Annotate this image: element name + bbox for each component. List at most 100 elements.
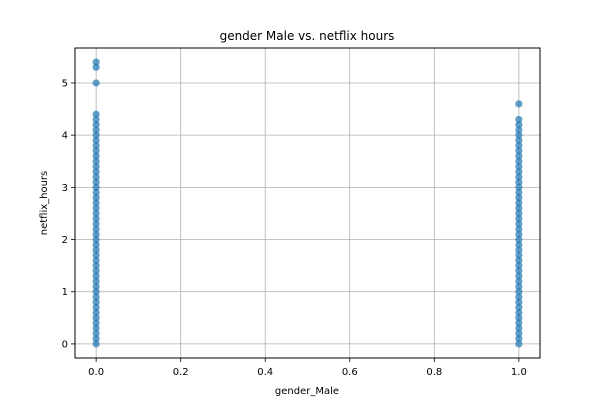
data-point <box>515 262 523 270</box>
data-point <box>92 147 100 155</box>
data-point <box>515 209 523 218</box>
data-point <box>515 121 523 129</box>
data-point <box>92 131 100 139</box>
data-point <box>92 126 100 134</box>
data-point <box>92 241 100 249</box>
data-point <box>515 115 523 124</box>
data-point <box>515 168 523 176</box>
x-tick-label: 0.4 <box>257 367 273 378</box>
data-point <box>515 251 523 259</box>
data-point <box>515 335 523 343</box>
data-point <box>515 188 523 197</box>
data-point <box>515 183 523 191</box>
data-point <box>515 246 523 254</box>
data-point <box>92 157 100 165</box>
data-point <box>92 141 100 150</box>
data-point <box>92 340 100 348</box>
y-tick-label: 1 <box>62 287 68 298</box>
data-point <box>92 303 100 311</box>
data-point <box>92 288 100 296</box>
data-point <box>515 314 523 322</box>
data-point <box>92 58 100 66</box>
data-point <box>92 183 100 191</box>
chart-title: gender Male vs. netflix hours <box>220 29 395 43</box>
data-point <box>92 162 100 171</box>
data-point <box>92 188 100 197</box>
x-tick-label: 0.0 <box>88 367 104 378</box>
y-tick-label: 4 <box>62 131 68 142</box>
data-point <box>92 63 100 71</box>
data-point <box>515 225 523 233</box>
data-point <box>515 324 523 332</box>
data-point <box>92 204 100 212</box>
data-point <box>92 79 100 87</box>
data-point <box>515 298 523 306</box>
data-point <box>92 324 100 332</box>
data-point <box>515 152 523 160</box>
data-point <box>92 251 100 259</box>
data-point <box>515 235 523 244</box>
data-point <box>515 288 523 296</box>
data-point <box>92 215 100 223</box>
data-point <box>92 235 100 244</box>
data-points <box>92 58 523 348</box>
data-point <box>515 277 523 285</box>
data-point <box>515 194 523 202</box>
data-point <box>515 256 523 265</box>
data-point <box>92 225 100 233</box>
x-tick-label: 0.2 <box>173 367 189 378</box>
data-point <box>92 308 100 317</box>
data-point <box>515 241 523 249</box>
data-point <box>92 168 100 176</box>
data-point <box>515 319 523 327</box>
data-point <box>92 194 100 202</box>
x-tick-label: 1.0 <box>511 367 527 378</box>
data-point <box>515 136 523 144</box>
x-tick-label: 0.8 <box>426 367 442 378</box>
axis-ticks: 0.0 0.2 0.4 0.6 0.8 1.0 0 1 2 3 4 5 <box>62 78 527 378</box>
data-point <box>92 173 100 181</box>
data-point <box>515 199 523 207</box>
data-point <box>92 115 100 124</box>
x-axis-label: gender_Male <box>275 386 339 397</box>
data-point <box>515 340 523 348</box>
data-point <box>515 293 523 301</box>
data-point <box>92 230 100 238</box>
data-point <box>515 162 523 171</box>
data-point <box>92 262 100 270</box>
y-tick-label: 5 <box>62 78 68 89</box>
plot-area-frame <box>74 47 541 359</box>
y-tick-label: 2 <box>62 235 68 246</box>
data-point <box>92 314 100 322</box>
data-point <box>92 277 100 285</box>
data-point <box>92 110 100 118</box>
data-point <box>92 267 100 275</box>
data-point <box>515 303 523 311</box>
data-point <box>92 282 100 291</box>
data-point <box>92 329 100 338</box>
data-point <box>515 272 523 280</box>
data-point <box>92 178 100 186</box>
data-point <box>92 319 100 327</box>
data-point <box>515 267 523 275</box>
data-point <box>92 121 100 129</box>
data-point <box>92 335 100 343</box>
data-point <box>515 329 523 338</box>
data-point <box>515 157 523 165</box>
data-point <box>515 178 523 186</box>
data-point <box>92 246 100 254</box>
y-axis-label: netflix_hours <box>39 171 50 236</box>
data-point <box>515 282 523 291</box>
data-point <box>515 131 523 139</box>
data-point <box>92 199 100 207</box>
data-point <box>92 152 100 160</box>
x-tick-label: 0.6 <box>342 367 358 378</box>
y-tick-label: 3 <box>62 183 68 194</box>
data-point <box>92 298 100 306</box>
data-point <box>92 256 100 265</box>
data-point <box>515 215 523 223</box>
data-point <box>92 293 100 301</box>
data-point <box>515 308 523 317</box>
